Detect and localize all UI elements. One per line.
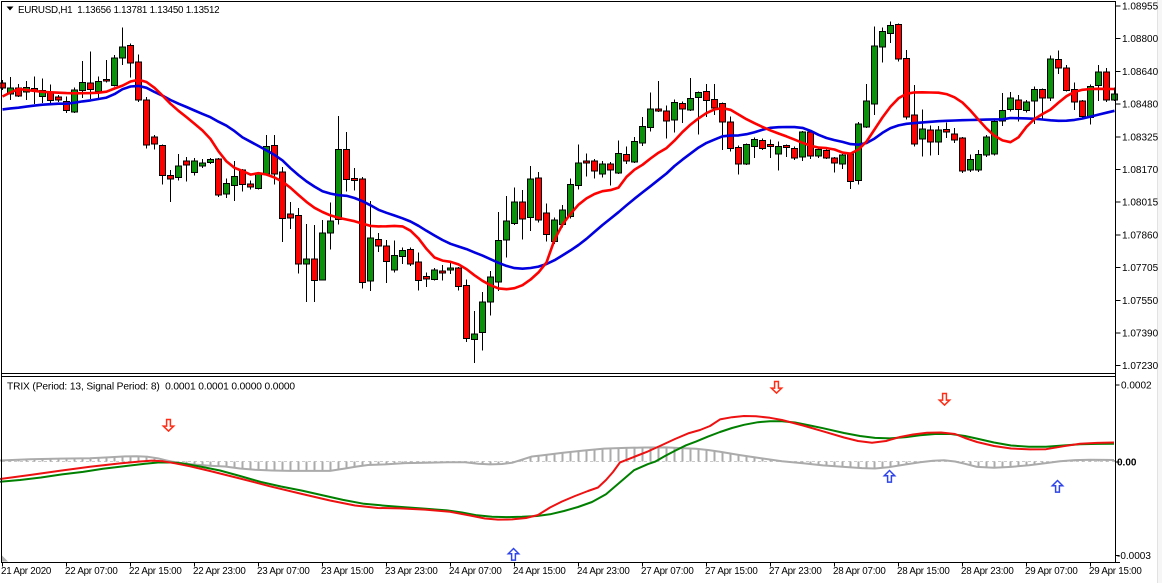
svg-text:1.08480: 1.08480 <box>1122 100 1159 111</box>
svg-text:22 Apr 23:00: 22 Apr 23:00 <box>193 566 246 577</box>
svg-text:27 Apr 15:00: 27 Apr 15:00 <box>705 566 758 577</box>
svg-text:27 Apr 23:00: 27 Apr 23:00 <box>769 566 822 577</box>
svg-text:24 Apr 07:00: 24 Apr 07:00 <box>449 566 502 577</box>
svg-text:1.08800: 1.08800 <box>1122 34 1159 45</box>
svg-text:22 Apr 15:00: 22 Apr 15:00 <box>129 566 182 577</box>
svg-text:1.08640: 1.08640 <box>1122 67 1159 78</box>
svg-text:-0.0003: -0.0003 <box>1117 551 1151 562</box>
svg-text:1.08015: 1.08015 <box>1122 198 1159 209</box>
svg-text:1.08955: 1.08955 <box>1122 2 1159 13</box>
svg-text:28 Apr 23:00: 28 Apr 23:00 <box>961 566 1014 577</box>
svg-text:23 Apr 07:00: 23 Apr 07:00 <box>257 566 310 577</box>
svg-text:0.0002: 0.0002 <box>1121 381 1152 392</box>
svg-text:24 Apr 23:00: 24 Apr 23:00 <box>577 566 630 577</box>
svg-text:1.08170: 1.08170 <box>1122 165 1159 176</box>
svg-text:1.07705: 1.07705 <box>1122 263 1159 274</box>
svg-text:21 Apr 2020: 21 Apr 2020 <box>1 566 52 577</box>
svg-text:1.07550: 1.07550 <box>1122 296 1159 307</box>
svg-text:29 Apr 07:00: 29 Apr 07:00 <box>1025 566 1078 577</box>
svg-text:EURUSD,H1 1.13656 1.13781 1.1: EURUSD,H1 1.13656 1.13781 1.13450 1.1351… <box>18 5 219 16</box>
svg-text:29 Apr 15:00: 29 Apr 15:00 <box>1089 566 1142 577</box>
svg-text:24 Apr 15:00: 24 Apr 15:00 <box>513 566 566 577</box>
svg-text:27 Apr 07:00: 27 Apr 07:00 <box>641 566 694 577</box>
svg-text:1.07230: 1.07230 <box>1122 361 1159 372</box>
svg-text:23 Apr 23:00: 23 Apr 23:00 <box>385 566 438 577</box>
svg-text:1.07390: 1.07390 <box>1122 329 1159 340</box>
svg-text:0.00: 0.00 <box>1117 458 1137 469</box>
svg-text:28 Apr 07:00: 28 Apr 07:00 <box>833 566 886 577</box>
svg-text:22 Apr 07:00: 22 Apr 07:00 <box>65 566 118 577</box>
svg-text:1.08325: 1.08325 <box>1122 132 1159 143</box>
svg-text:1.07860: 1.07860 <box>1122 230 1159 241</box>
svg-text:28 Apr 15:00: 28 Apr 15:00 <box>897 566 950 577</box>
svg-text:23 Apr 15:00: 23 Apr 15:00 <box>321 566 374 577</box>
svg-text:TRIX (Period: 13, Signal Perio: TRIX (Period: 13, Signal Period: 8) 0.00… <box>7 382 295 393</box>
